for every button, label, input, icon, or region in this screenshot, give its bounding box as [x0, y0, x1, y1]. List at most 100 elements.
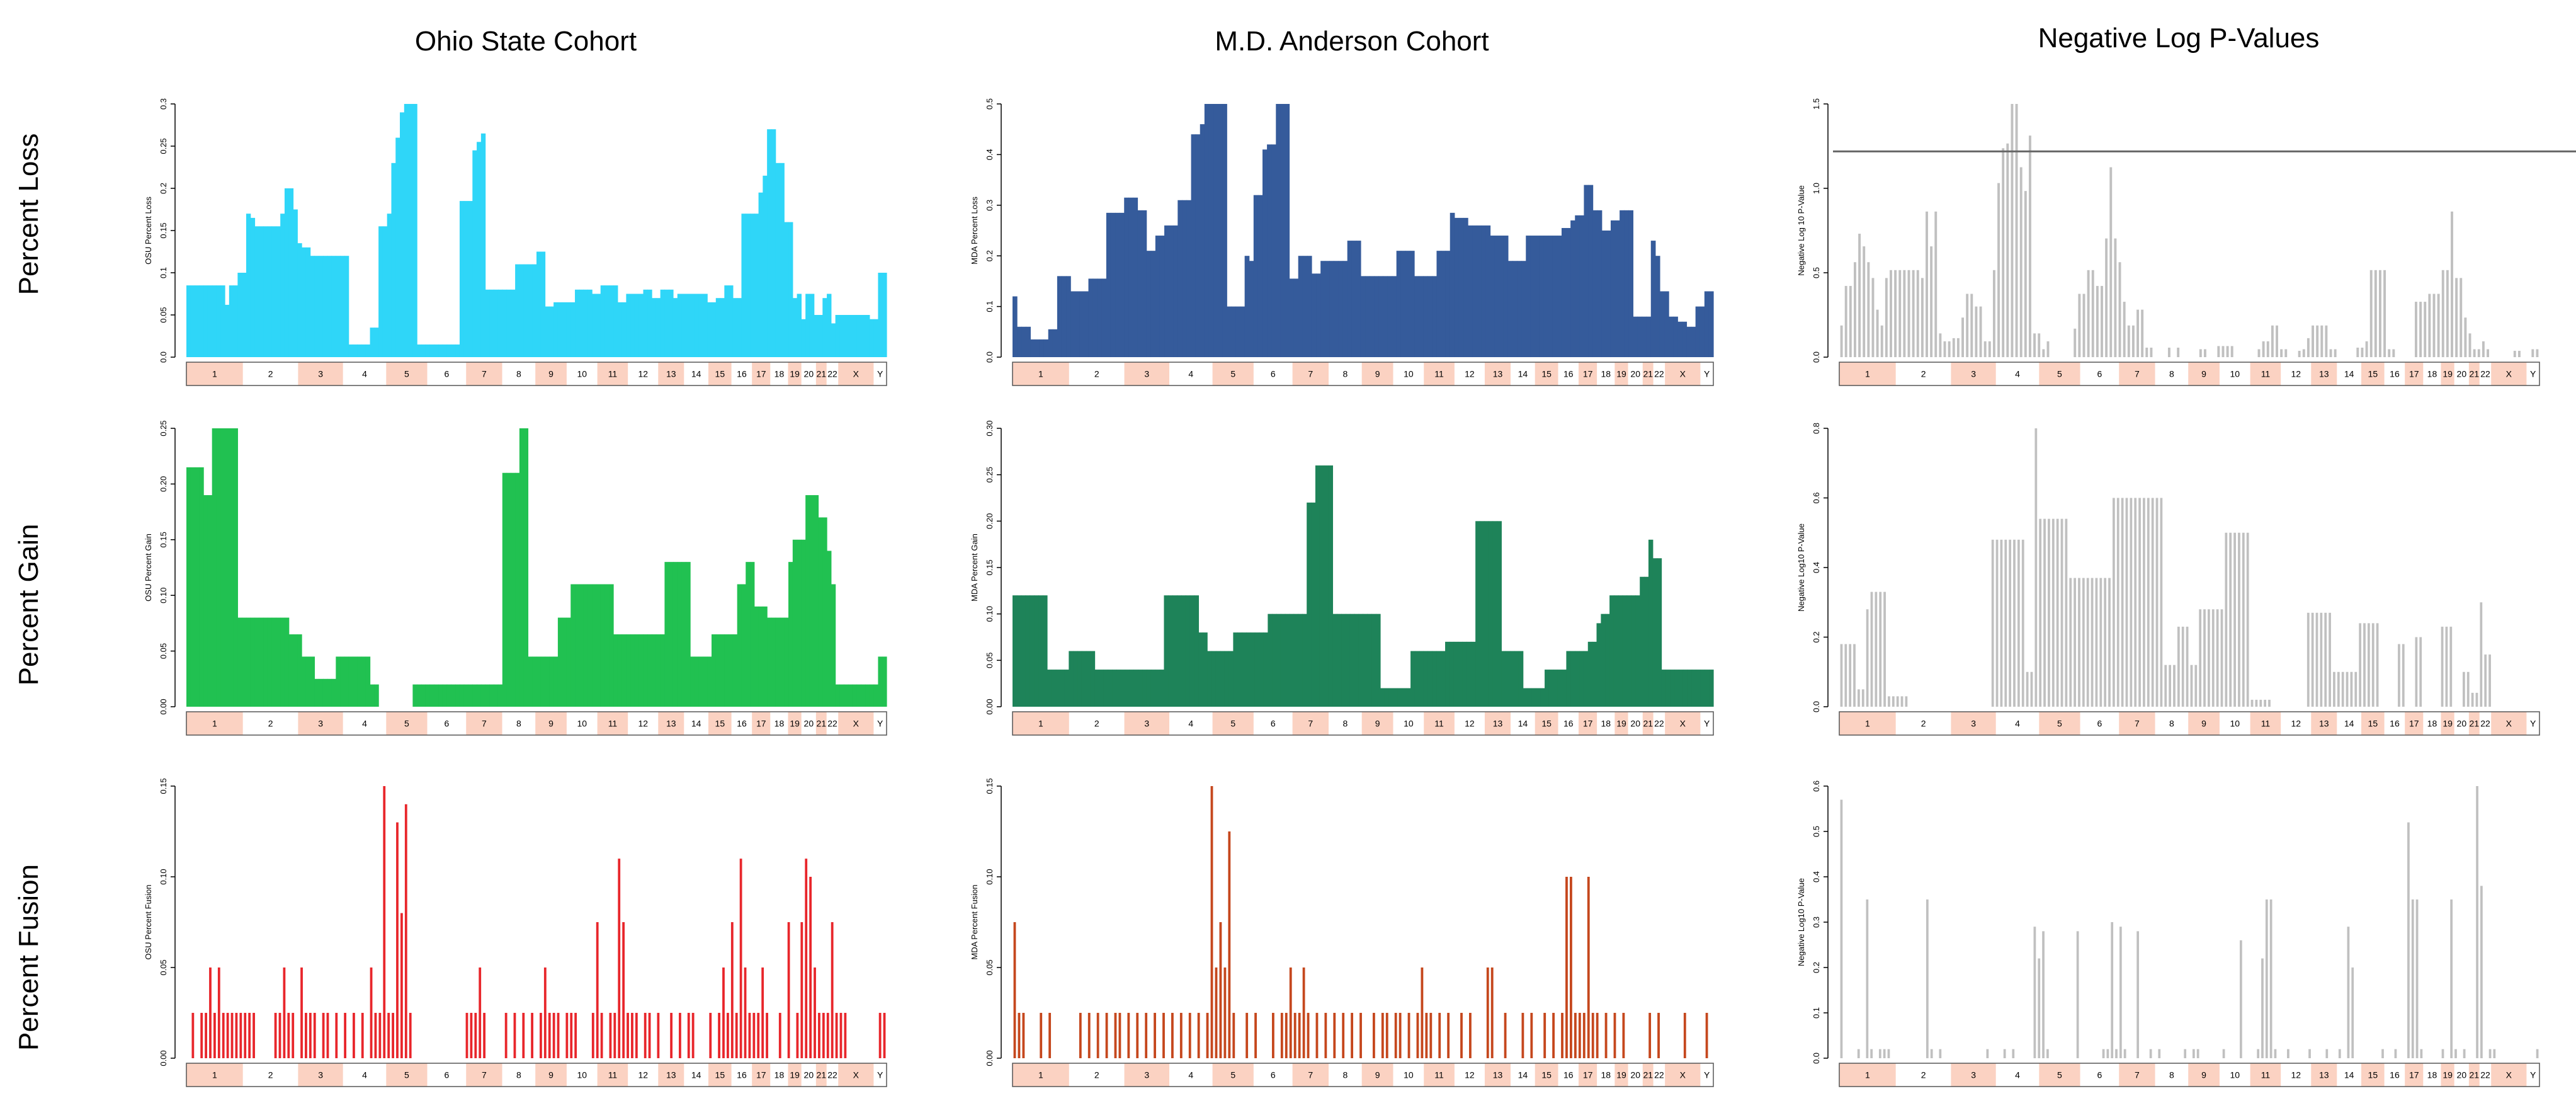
- chromosome-band: [684, 1063, 708, 1087]
- y-tick-label: 0.15: [985, 778, 994, 794]
- data-bar: [788, 562, 793, 707]
- chromosome-label: 15: [2368, 369, 2378, 379]
- data-bar: [1186, 200, 1192, 357]
- data-bar: [2211, 609, 2215, 707]
- data-bar: [511, 472, 516, 707]
- data-bar: [694, 656, 700, 707]
- data-bar: [1427, 651, 1433, 707]
- data-bar: [741, 584, 746, 707]
- chromosome-label: 10: [2230, 369, 2240, 379]
- chromosome-label: 18: [1601, 369, 1611, 379]
- chromosome-label: 12: [1465, 369, 1475, 379]
- data-bar: [1883, 1049, 1886, 1058]
- data-bar: [263, 226, 268, 357]
- data-bar: [822, 517, 827, 707]
- data-bar: [2250, 699, 2254, 707]
- data-bar: [1338, 261, 1344, 357]
- chromosome-band: [1642, 1063, 1654, 1087]
- data-bar: [2127, 325, 2130, 357]
- data-bar: [724, 634, 729, 707]
- y-tick-label: 0.05: [159, 643, 168, 659]
- data-bar: [2354, 671, 2358, 707]
- data-bar: [2190, 665, 2193, 707]
- chromosome-band: [1642, 712, 1654, 735]
- data-bar: [1409, 251, 1415, 357]
- chromosome-band: [788, 1063, 802, 1087]
- chromosome-label: 16: [737, 369, 747, 379]
- data-bar: [822, 1013, 825, 1058]
- data-bar: [1903, 270, 1906, 357]
- data-bar: [1427, 276, 1433, 357]
- data-bar: [735, 1013, 738, 1058]
- data-bar: [557, 302, 563, 357]
- data-bar: [2217, 346, 2220, 357]
- chromosome-label: 11: [608, 1070, 618, 1080]
- data-bar: [1136, 1013, 1139, 1058]
- data-bar: [434, 344, 439, 357]
- data-bar: [2017, 539, 2020, 707]
- chromosome-label: 21: [817, 719, 827, 729]
- chromosome-label: 19: [790, 719, 800, 729]
- data-bar: [660, 289, 666, 357]
- chromosome-label: 1: [212, 719, 217, 729]
- data-bar: [552, 1013, 555, 1058]
- data-bar: [357, 656, 362, 707]
- data-bar: [2078, 294, 2081, 357]
- data-bar: [1268, 614, 1273, 707]
- data-bar: [474, 1013, 477, 1058]
- data-bar: [2160, 498, 2163, 707]
- data-bar: [425, 684, 431, 707]
- y-tick-label: 0.1: [159, 267, 168, 278]
- column-title-mda: M.D. Anderson Cohort: [1215, 26, 1489, 57]
- chromosome-label: Y: [1704, 369, 1710, 379]
- data-bar: [1370, 276, 1375, 357]
- data-bar: [652, 298, 657, 357]
- data-bar: [839, 315, 844, 357]
- data-bar: [1088, 278, 1094, 357]
- data-bar: [1601, 231, 1607, 357]
- chromosome-label: 19: [1616, 719, 1626, 729]
- data-bar: [297, 634, 302, 707]
- data-bar: [2376, 623, 2379, 707]
- data-bar: [2271, 325, 2274, 357]
- data-bar: [882, 656, 887, 707]
- data-bar: [1633, 316, 1638, 357]
- data-bar: [2051, 518, 2055, 707]
- chromosome-band: [2423, 1063, 2441, 1087]
- y-tick-label: 0.05: [159, 959, 168, 975]
- chromosome-band: [2441, 1063, 2454, 1087]
- chromosome-label: 11: [1434, 719, 1444, 729]
- chromosome-label: 11: [1434, 369, 1444, 379]
- data-bar: [566, 302, 571, 357]
- data-bar: [280, 214, 285, 357]
- chromosome-label: 12: [638, 369, 648, 379]
- chromosome-band: [343, 1063, 387, 1087]
- data-bar: [707, 656, 712, 707]
- data-bar: [1477, 225, 1482, 357]
- chromosome-band: [2468, 1063, 2480, 1087]
- data-bar: [387, 1013, 390, 1058]
- chromosome-label: 9: [1375, 719, 1380, 729]
- y-tick-label: 0.3: [159, 98, 168, 110]
- data-bar: [2116, 498, 2119, 707]
- chromosome-band: [2479, 712, 2492, 735]
- data-bar: [1337, 614, 1342, 707]
- chromosome-label: 3: [1144, 1070, 1149, 1080]
- chromosome-band: [502, 1063, 536, 1087]
- data-bar: [2398, 644, 2400, 707]
- data-bar: [1142, 210, 1147, 357]
- data-bar: [322, 1013, 325, 1058]
- data-bar: [2038, 958, 2041, 1058]
- chromosome-band: [466, 712, 502, 735]
- data-bar: [1674, 670, 1679, 707]
- chromosome-band: [2526, 362, 2539, 385]
- chromosome-band: [186, 1063, 243, 1087]
- data-bar: [635, 1013, 638, 1058]
- data-bar: [2136, 931, 2140, 1058]
- data-bar: [1315, 465, 1320, 707]
- data-bar: [1669, 316, 1674, 357]
- data-bar: [1043, 595, 1048, 707]
- chromosome-label: 11: [2261, 369, 2271, 379]
- data-bar: [310, 256, 315, 357]
- data-bar: [643, 289, 648, 357]
